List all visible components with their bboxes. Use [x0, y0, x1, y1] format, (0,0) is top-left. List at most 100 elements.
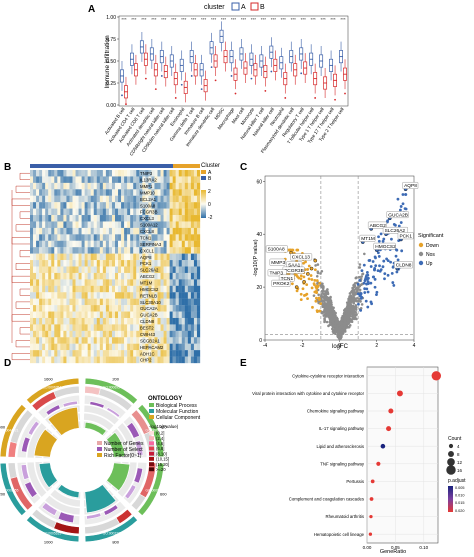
- point-up: [363, 287, 367, 291]
- heatmap-cell: [57, 350, 61, 357]
- heatmap-cell: [75, 350, 79, 357]
- heatmap-cell: [127, 356, 131, 364]
- heatmap-cell: [75, 227, 79, 235]
- point-nosig: [326, 292, 330, 296]
- heatmap-cell: [157, 215, 161, 222]
- heatmap-cell: [160, 234, 164, 241]
- point-down: [313, 278, 317, 282]
- callout-point: [306, 272, 310, 276]
- heatmap-cell: [148, 350, 152, 357]
- dendrogram-branch: [15, 224, 30, 232]
- heatmap-cell: [157, 189, 161, 196]
- heatmap-cell: [157, 298, 161, 306]
- heatmap-cell: [127, 272, 131, 280]
- x-tick-label: 0: [338, 343, 341, 349]
- heatmap-cell: [54, 285, 58, 293]
- point-down: [315, 290, 319, 294]
- heatmap-cell: [145, 176, 149, 184]
- heatmap-cell: [111, 182, 116, 190]
- heatmap-cell: [51, 240, 55, 248]
- heatmap-cell: [193, 240, 198, 248]
- heatmap-cell: [42, 189, 46, 196]
- heatmap-cell: [90, 221, 94, 229]
- heatmap-cell: [84, 247, 88, 254]
- heatmap-cell: [81, 272, 85, 280]
- heatmap-cell: [90, 215, 94, 222]
- heatmap-cell: [33, 195, 37, 203]
- heatmap-cell: [78, 285, 82, 293]
- dendrogram-branch: [15, 340, 30, 348]
- heatmap-cell: [142, 227, 146, 235]
- heatmap-cell: [154, 292, 158, 299]
- heatmap-cell: [124, 176, 128, 184]
- heatmap-cell: [66, 189, 70, 196]
- point-down: [311, 305, 314, 309]
- heatmap-cell: [93, 337, 97, 344]
- heatmap-cell: [166, 202, 170, 209]
- heatmap-cell: [115, 292, 119, 299]
- heatmap-cell: [99, 298, 104, 306]
- point-nosig: [358, 263, 362, 266]
- ontology-title: ONTOLOGY: [148, 396, 182, 402]
- heatmap-cell: [121, 356, 125, 364]
- heatmap-cell: [60, 208, 64, 216]
- heatmap-cell: [166, 176, 170, 184]
- heatmap-cell: [169, 260, 173, 267]
- heatmap-cell: [181, 311, 185, 319]
- heatmap-cell: [136, 266, 140, 274]
- heatmap-cell: [60, 311, 64, 319]
- point-nosig: [323, 313, 327, 316]
- heatmap-cell: [108, 240, 113, 248]
- heatmap-cell: [108, 215, 113, 222]
- heatmap-cell: [96, 305, 100, 312]
- heatmap-cell: [54, 272, 58, 280]
- heatmap-cell: [111, 311, 116, 319]
- heatmap-cell: [166, 285, 170, 293]
- heatmap-cell: [133, 182, 137, 190]
- heatmap-cell: [57, 215, 61, 222]
- callout-box: [267, 269, 287, 277]
- significance-label: ***: [131, 17, 137, 22]
- pathway-label: Pertussis: [346, 479, 364, 484]
- callout-label: FCGR3B: [284, 268, 303, 274]
- heatmap-cell: [33, 298, 37, 306]
- heatmap-cell: [72, 343, 76, 351]
- heatmap-cell: [45, 176, 49, 184]
- heatmap-cell: [54, 343, 58, 351]
- heatmap-cell: [190, 337, 195, 344]
- heatmap-cell: [93, 221, 97, 229]
- heatmap-cell: [127, 240, 131, 248]
- heatmap-cell: [148, 170, 152, 177]
- heatmap-cell: [178, 324, 182, 331]
- point-up: [376, 251, 380, 255]
- heatmap-cell: [63, 253, 67, 261]
- heatmap-cell: [84, 311, 88, 319]
- heatmap-cell: [163, 285, 167, 293]
- heatmap-cell: [42, 356, 46, 364]
- heatmap-cell: [148, 260, 152, 267]
- heatmap-cell: [84, 356, 88, 364]
- heatmap-cell: [142, 285, 146, 293]
- heatmap-cell: [190, 311, 195, 319]
- point-nosig: [331, 306, 334, 309]
- pathway-label: Lipid and atherosclerosis: [316, 444, 364, 449]
- heatmap-cell: [172, 311, 176, 319]
- heatmap-cell: [36, 272, 40, 280]
- significance-label: ***: [291, 17, 297, 22]
- heatmap-cell: [60, 176, 64, 184]
- heatmap-cell: [48, 247, 52, 254]
- heatmap-cell: [142, 356, 146, 364]
- heatmap-cell: [96, 343, 100, 351]
- heatmap-cell: [45, 221, 49, 229]
- outer-ontology-ring: [84, 515, 139, 543]
- heatmap-cell: [39, 253, 43, 261]
- heatmap-cell: [127, 260, 131, 267]
- heatmap-cell: [142, 279, 146, 286]
- heatmap-cell: [36, 253, 40, 261]
- box-outlier: [250, 77, 253, 80]
- heatmap-cell: [190, 182, 195, 190]
- heatmap-cell: [78, 260, 82, 267]
- point-nosig: [354, 304, 358, 307]
- heatmap-cell: [142, 266, 146, 274]
- heatmap-cell: [66, 305, 70, 312]
